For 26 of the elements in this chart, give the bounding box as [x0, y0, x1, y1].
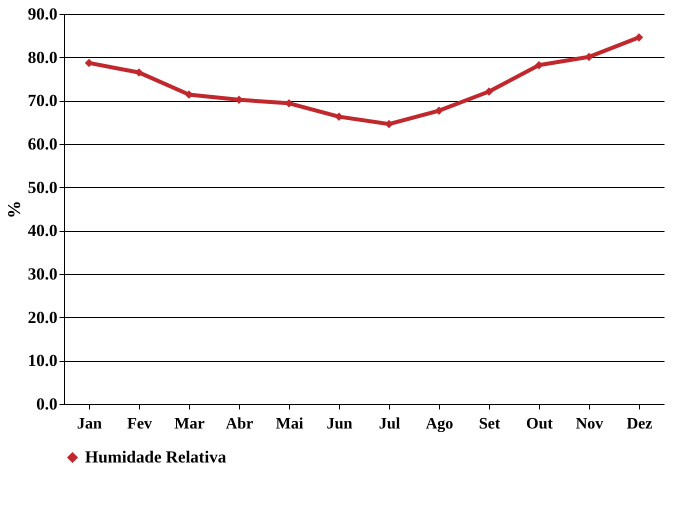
y-tick-label: 0.0: [36, 394, 58, 414]
y-tick-label: 40.0: [28, 221, 58, 240]
y-tick-label: 70.0: [28, 91, 58, 110]
x-tick-label: Mar: [174, 416, 205, 432]
x-tick-label: Fev: [127, 416, 152, 432]
y-tick-label: 80.0: [28, 48, 58, 67]
x-tick-label: Nov: [576, 416, 604, 432]
y-tick-label: 10.0: [28, 351, 58, 370]
x-tick-label: Mai: [276, 416, 304, 432]
point: [484, 87, 494, 96]
y-tick-label: 60.0: [28, 134, 58, 154]
y-tick-label: 20.0: [28, 308, 58, 327]
x-tick-label: Jul: [378, 416, 401, 432]
point: [634, 33, 644, 42]
y-tick-label: 30.0: [28, 264, 58, 284]
x-tick-label: Jun: [326, 416, 352, 432]
x-tick-label: Out: [526, 416, 554, 432]
legend-label: Humidade Relativa: [85, 448, 227, 466]
x-tick-label: Jan: [77, 416, 102, 432]
x-tick-label: Set: [478, 416, 501, 432]
x-tick-label: Dez: [626, 416, 652, 432]
y-tick-label: 50.0: [28, 178, 58, 197]
y-axis-title: %: [4, 200, 24, 218]
x-tick-label: Abr: [226, 416, 254, 432]
x-tick-label: Ago: [426, 416, 454, 432]
y-tick-label: 90.0: [28, 4, 58, 24]
